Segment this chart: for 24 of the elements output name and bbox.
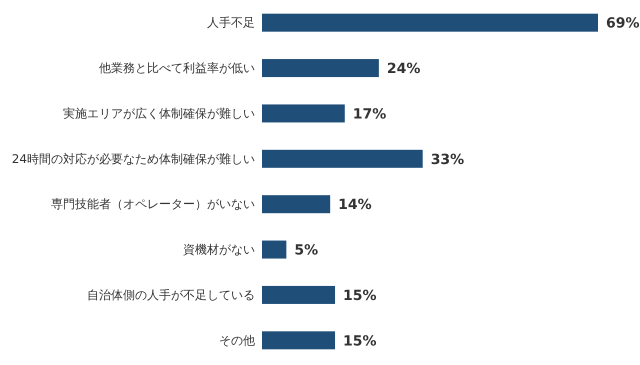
y-tick-label: 他業務と比べて利益率が低い: [99, 61, 255, 76]
y-tick-label: その他: [219, 333, 255, 348]
y-tick-label: 専門技能者（オペレーター）がいない: [51, 197, 255, 212]
data-label: 24%: [386, 61, 420, 78]
bar: [262, 195, 330, 214]
y-tick-label: 人手不足: [207, 16, 255, 30]
data-label: 15%: [343, 333, 377, 350]
data-label: 17%: [352, 106, 386, 122]
bar: [262, 59, 379, 78]
data-label: 33%: [430, 152, 464, 168]
bar: [262, 104, 345, 122]
y-tick-label: 実施エリアが広く体制確保が難しい: [63, 106, 255, 120]
y-tick-label: 資機材がない: [183, 242, 255, 257]
y-tick-label: 24時間の対応が必要なため体制確保が難しい: [12, 152, 255, 166]
data-label: 15%: [343, 288, 377, 304]
data-label: 69%: [606, 16, 640, 32]
bar: [262, 240, 286, 259]
bar: [262, 150, 423, 168]
data-label: 14%: [338, 197, 372, 214]
data-label: 5%: [294, 242, 318, 259]
bar: [262, 286, 336, 304]
bar: [262, 331, 336, 350]
y-tick-label: 自治体側の人手が不足している: [87, 288, 255, 302]
bar: [262, 14, 598, 32]
